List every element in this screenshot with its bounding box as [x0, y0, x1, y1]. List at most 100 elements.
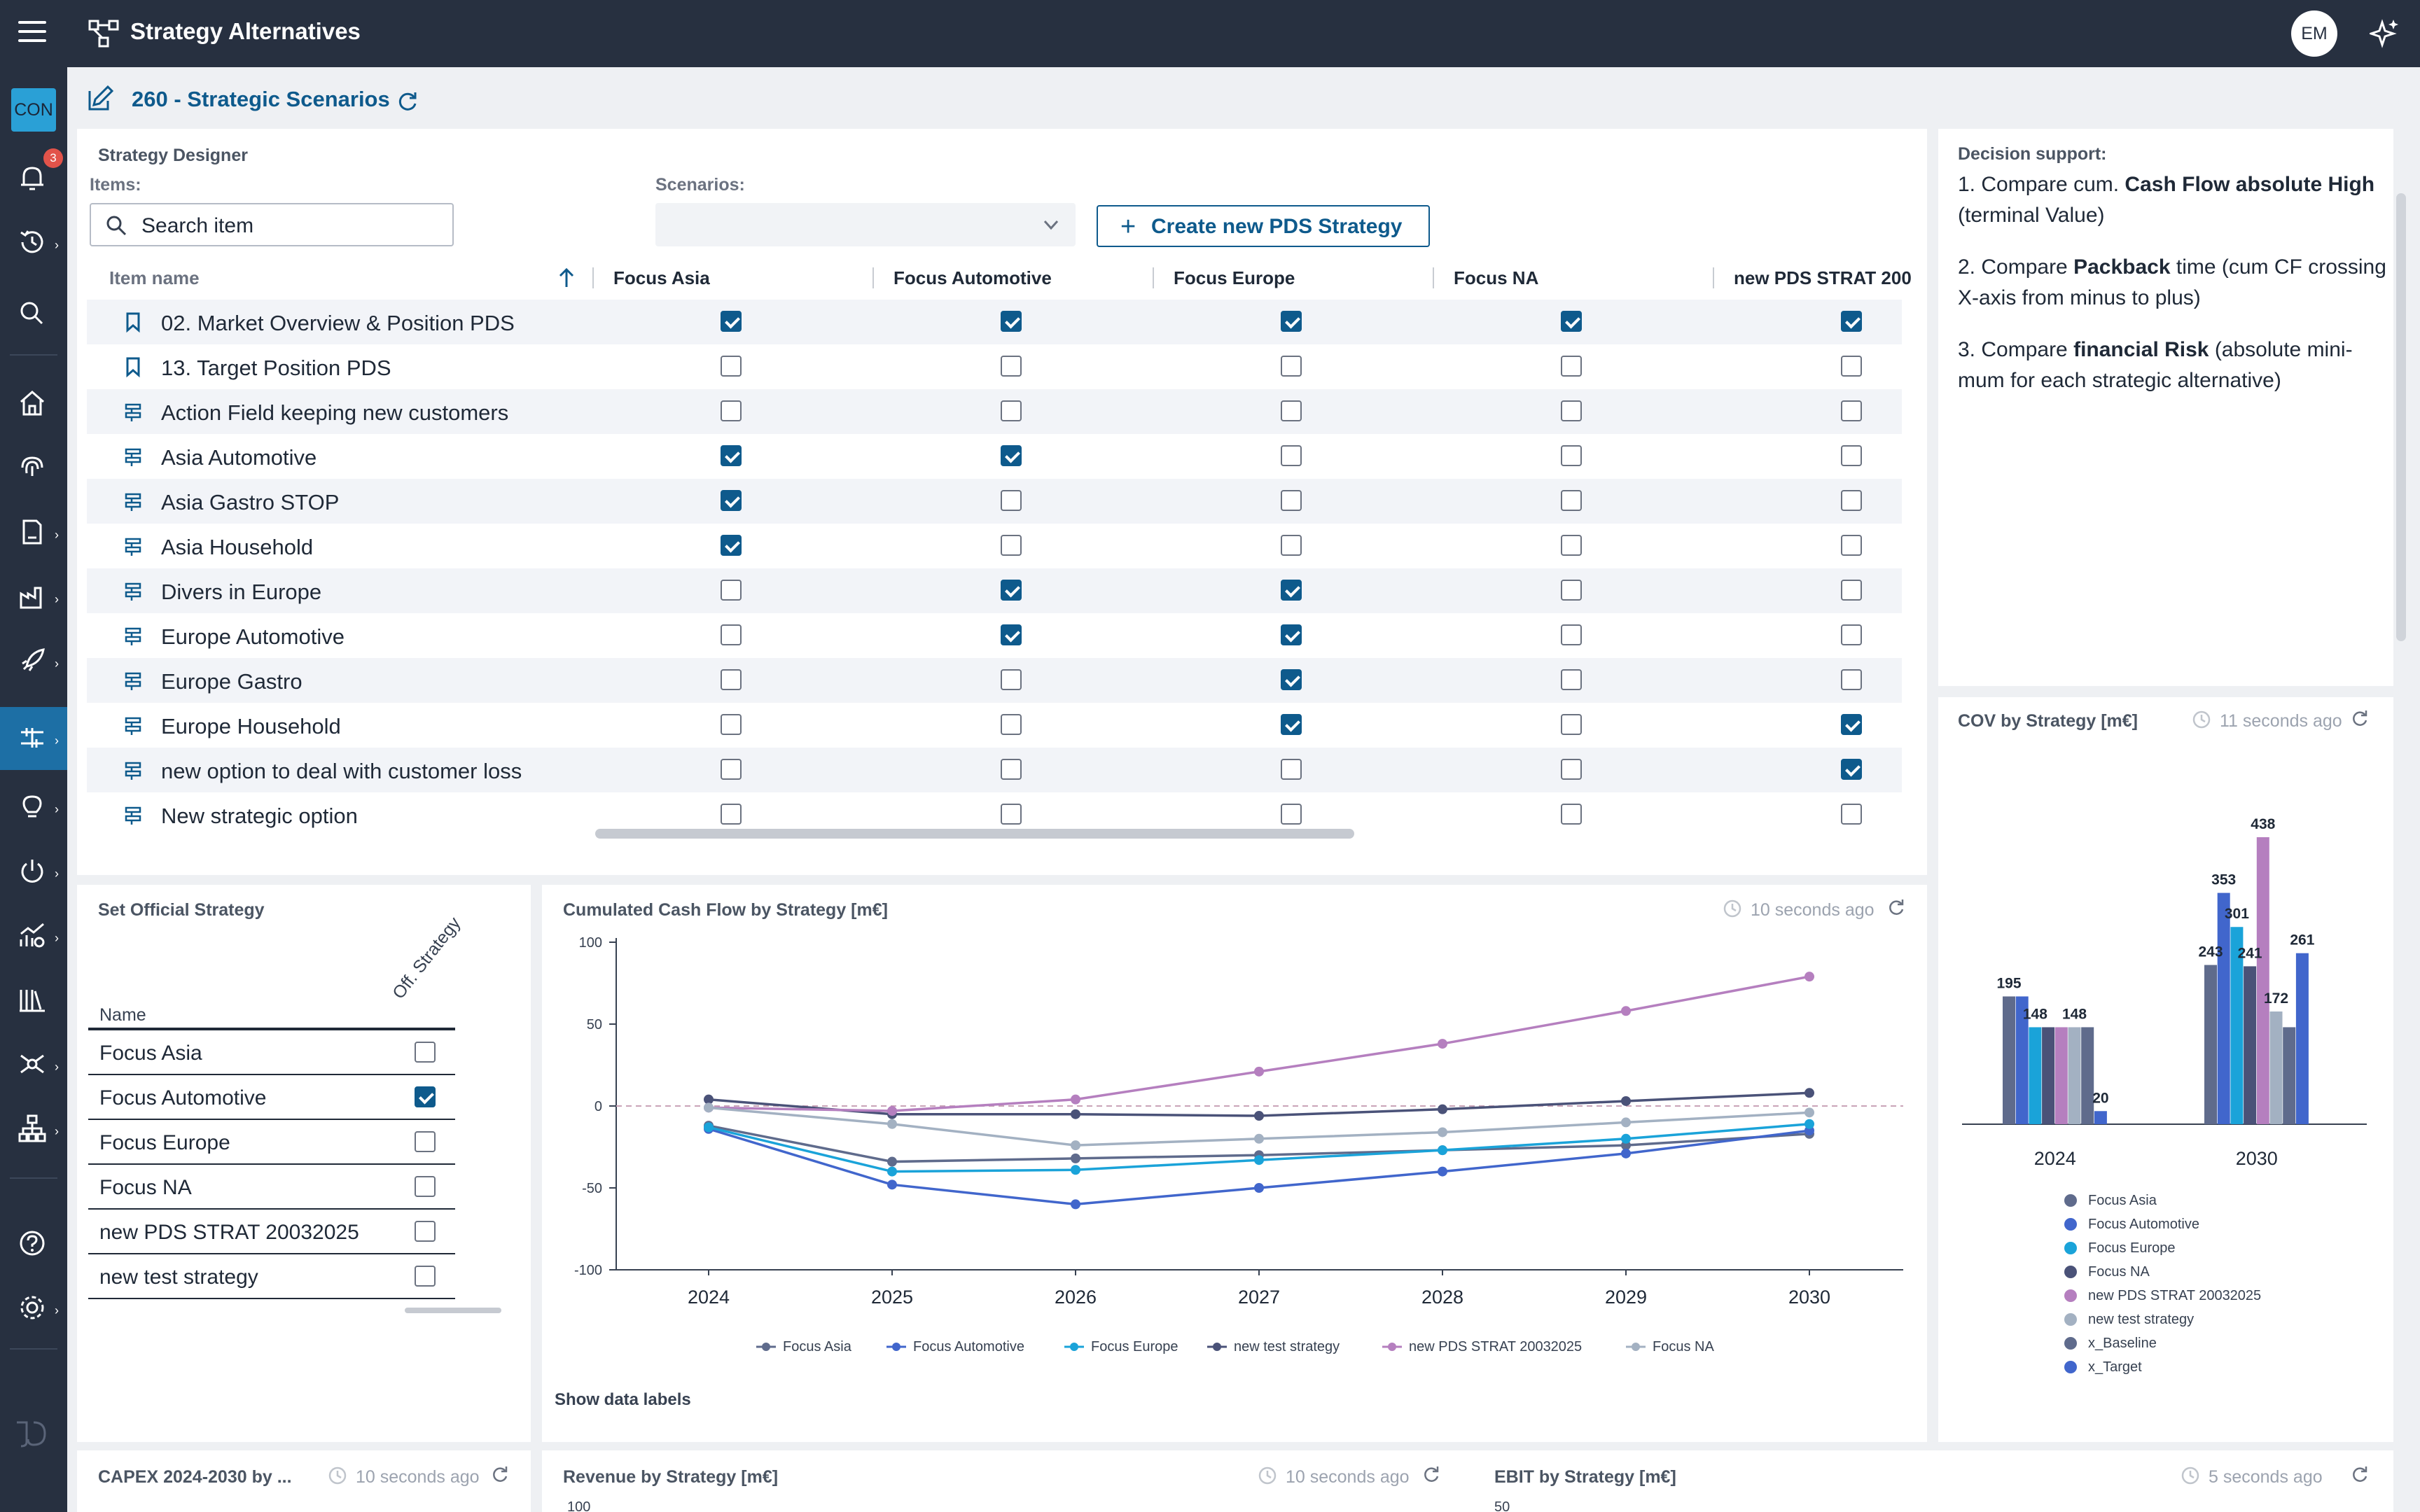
official-strategy-checkbox[interactable]	[415, 1221, 436, 1242]
legend-label[interactable]: Focus Automotive	[913, 1339, 1024, 1354]
item-strategy-checkbox[interactable]	[1281, 311, 1302, 332]
bar[interactable]	[2283, 1027, 2296, 1124]
item-strategy-checkbox[interactable]	[1841, 804, 1862, 825]
refresh-icon[interactable]	[2350, 708, 2370, 728]
item-strategy-checkbox[interactable]	[1281, 490, 1302, 511]
bar[interactable]	[2217, 892, 2230, 1124]
create-strategy-button[interactable]: + Create new PDS Strategy	[1097, 205, 1430, 247]
item-strategy-checkbox[interactable]	[1281, 445, 1302, 466]
col-focus-na[interactable]: Focus NA	[1454, 267, 1539, 288]
item-strategy-checkbox[interactable]	[1841, 580, 1862, 601]
item-strategy-checkbox[interactable]	[721, 669, 742, 690]
sidebar-item-ideas[interactable]: ›	[0, 776, 67, 839]
item-strategy-checkbox[interactable]	[1001, 669, 1022, 690]
item-strategy-checkbox[interactable]	[1281, 759, 1302, 780]
data-point[interactable]	[887, 1119, 897, 1129]
item-strategy-checkbox[interactable]	[1561, 804, 1582, 825]
item-strategy-checkbox[interactable]	[1561, 445, 1582, 466]
sort-up-icon[interactable]	[556, 266, 577, 290]
item-strategy-checkbox[interactable]	[1561, 400, 1582, 421]
item-strategy-checkbox[interactable]	[721, 535, 742, 556]
bar[interactable]	[2094, 1111, 2107, 1124]
item-strategy-checkbox[interactable]	[1001, 445, 1022, 466]
item-strategy-checkbox[interactable]	[1281, 804, 1302, 825]
legend-label[interactable]: Focus Asia	[783, 1339, 852, 1354]
data-point[interactable]	[1804, 972, 1814, 982]
legend-label[interactable]: Focus NA	[1653, 1339, 1714, 1354]
item-strategy-checkbox[interactable]	[1561, 669, 1582, 690]
horizontal-scrollbar[interactable]	[595, 829, 1354, 839]
item-strategy-checkbox[interactable]	[721, 445, 742, 466]
data-point[interactable]	[1071, 1140, 1080, 1151]
data-point[interactable]	[704, 1102, 714, 1113]
item-strategy-checkbox[interactable]	[1561, 624, 1582, 645]
data-point[interactable]	[1621, 1006, 1631, 1016]
item-strategy-checkbox[interactable]	[1281, 356, 1302, 377]
col-focus-automotive[interactable]: Focus Automotive	[893, 267, 1052, 288]
data-point[interactable]	[1254, 1066, 1264, 1077]
data-point[interactable]	[887, 1156, 897, 1167]
sidebar-item-help[interactable]	[0, 1212, 67, 1275]
table-row[interactable]: Asia Gastro STOP	[87, 479, 1902, 524]
item-strategy-checkbox[interactable]	[1001, 804, 1022, 825]
item-strategy-checkbox[interactable]	[1001, 400, 1022, 421]
data-point[interactable]	[1438, 1127, 1447, 1138]
item-strategy-checkbox[interactable]	[1841, 669, 1862, 690]
item-strategy-checkbox[interactable]	[1001, 356, 1022, 377]
item-strategy-checkbox[interactable]	[721, 624, 742, 645]
search-input[interactable]: Search item	[90, 203, 454, 246]
item-strategy-checkbox[interactable]	[1281, 580, 1302, 601]
item-strategy-checkbox[interactable]	[721, 759, 742, 780]
data-point[interactable]	[1804, 1088, 1814, 1098]
data-point[interactable]	[1621, 1096, 1631, 1106]
item-strategy-checkbox[interactable]	[1841, 311, 1862, 332]
official-strategy-checkbox[interactable]	[415, 1131, 436, 1152]
item-strategy-checkbox[interactable]	[1561, 535, 1582, 556]
official-strategy-row[interactable]: Focus Asia	[88, 1030, 455, 1075]
table-row[interactable]: New strategic option	[87, 792, 1902, 837]
sidebar-item-notifications[interactable]	[0, 147, 67, 210]
sidebar-con-badge[interactable]: CON	[11, 88, 56, 132]
bar[interactable]	[2029, 1027, 2042, 1124]
item-strategy-checkbox[interactable]	[1561, 311, 1582, 332]
table-row[interactable]: Europe Gastro	[87, 658, 1902, 703]
data-point[interactable]	[1254, 1155, 1264, 1166]
bar[interactable]	[2054, 1027, 2068, 1124]
item-strategy-checkbox[interactable]	[721, 804, 742, 825]
data-point[interactable]	[887, 1106, 897, 1116]
official-strategy-row[interactable]: Focus Automotive	[88, 1075, 455, 1120]
avatar[interactable]: EM	[2291, 10, 2337, 57]
col-item-name[interactable]: Item name	[109, 267, 200, 288]
official-strategy-row[interactable]: Focus Europe	[88, 1120, 455, 1165]
data-point[interactable]	[1621, 1117, 1631, 1128]
vertical-scrollbar[interactable]	[2396, 193, 2406, 641]
sidebar-item-factory[interactable]: ›	[0, 566, 67, 629]
official-scrollbar[interactable]	[405, 1308, 501, 1313]
table-row[interactable]: Asia Household	[87, 524, 1902, 568]
official-strategy-row[interactable]: Focus NA	[88, 1165, 455, 1210]
sidebar-item-rocket[interactable]: ›	[0, 630, 67, 693]
data-point[interactable]	[1438, 1104, 1447, 1114]
item-strategy-checkbox[interactable]	[721, 356, 742, 377]
data-point[interactable]	[1254, 1133, 1264, 1144]
sidebar-item-power[interactable]: ›	[0, 840, 67, 903]
item-strategy-checkbox[interactable]	[1281, 714, 1302, 735]
refresh-icon[interactable]	[490, 1464, 510, 1484]
data-point[interactable]	[1071, 1199, 1080, 1210]
col-new-pds-strat[interactable]: new PDS STRAT 200	[1734, 267, 1912, 288]
bar[interactable]	[2068, 1027, 2081, 1124]
sidebar-item-history[interactable]: ›	[0, 211, 67, 274]
data-point[interactable]	[1254, 1111, 1264, 1121]
item-strategy-checkbox[interactable]	[1001, 490, 1022, 511]
data-point[interactable]	[1438, 1166, 1447, 1177]
data-point[interactable]	[1254, 1183, 1264, 1193]
data-point[interactable]	[704, 1094, 714, 1105]
official-strategy-row[interactable]: new test strategy	[88, 1254, 455, 1299]
bar[interactable]	[2230, 927, 2244, 1124]
item-strategy-checkbox[interactable]	[1001, 580, 1022, 601]
official-strategy-checkbox[interactable]	[415, 1086, 436, 1107]
bar[interactable]	[2244, 966, 2257, 1124]
item-strategy-checkbox[interactable]	[1561, 490, 1582, 511]
sidebar-item-home[interactable]	[0, 372, 67, 435]
data-point[interactable]	[1438, 1145, 1447, 1156]
